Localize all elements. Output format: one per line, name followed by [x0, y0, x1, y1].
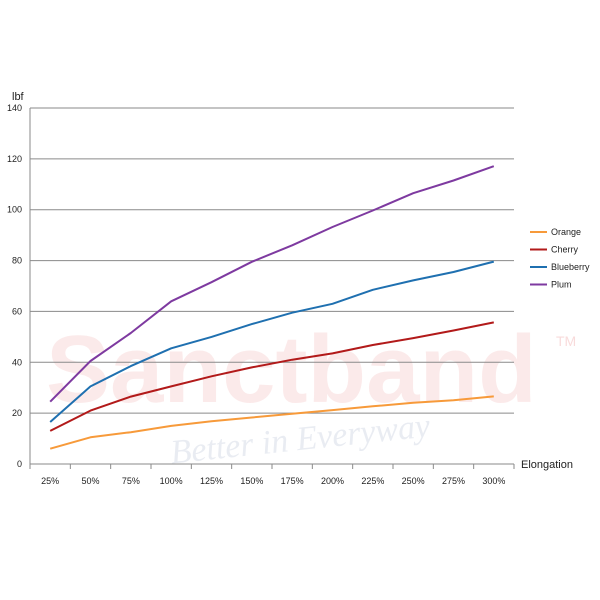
legend-item-orange: Orange [530, 227, 581, 237]
series-lines [49, 165, 495, 450]
legend-item-plum: Plum [530, 280, 572, 290]
legend-label: Blueberry [551, 262, 590, 272]
y-tick-label: 40 [12, 357, 22, 367]
x-axis-ticks: 25% 50% 75% 100% 125% 150% 175% 200% 225% 250% 275… [29, 464, 515, 486]
legend: Orange Cherry Blueberry Plum [530, 227, 590, 290]
legend-item-blueberry: Blueberry [530, 262, 590, 272]
series-line-plum [49, 165, 495, 403]
x-tick-label: 50% [81, 476, 99, 486]
series-line-cherry [49, 321, 494, 432]
watermark-brand: Sanctband [46, 316, 537, 423]
x-tick-label: 25% [41, 476, 59, 486]
gridlines [30, 107, 514, 414]
y-tick-label: 60 [12, 306, 22, 316]
y-tick-label: 120 [7, 154, 22, 164]
watermark: Sanctband TM Better in Everyway [46, 316, 576, 471]
x-tick-label: 300% [482, 476, 505, 486]
y-tick-label: 20 [12, 408, 22, 418]
legend-label: Plum [551, 280, 572, 290]
x-tick-label: 100% [160, 476, 183, 486]
x-axis-title: Elongation [521, 459, 573, 471]
legend-item-cherry: Cherry [530, 245, 579, 255]
y-tick-label: 140 [7, 103, 22, 113]
legend-label: Orange [551, 227, 581, 237]
y-axis-ticks: 0 20 40 60 80 100 120 140 [7, 103, 22, 469]
y-tick-label: 80 [12, 256, 22, 266]
y-tick-label: 100 [7, 205, 22, 215]
watermark-tm: TM [556, 333, 576, 349]
x-tick-label: 175% [281, 476, 304, 486]
x-tick-label: 125% [200, 476, 223, 486]
legend-label: Cherry [551, 245, 579, 255]
y-axis-title: lbf [12, 91, 25, 103]
series-line-blueberry [49, 260, 495, 423]
x-tick-label: 275% [442, 476, 465, 486]
x-tick-label: 75% [122, 476, 140, 486]
x-tick-label: 200% [321, 476, 344, 486]
x-tick-label: 250% [402, 476, 425, 486]
y-tick-label: 0 [17, 459, 22, 469]
x-tick-label: 225% [361, 476, 384, 486]
x-tick-label: 150% [240, 476, 263, 486]
series-line-orange [49, 395, 494, 450]
